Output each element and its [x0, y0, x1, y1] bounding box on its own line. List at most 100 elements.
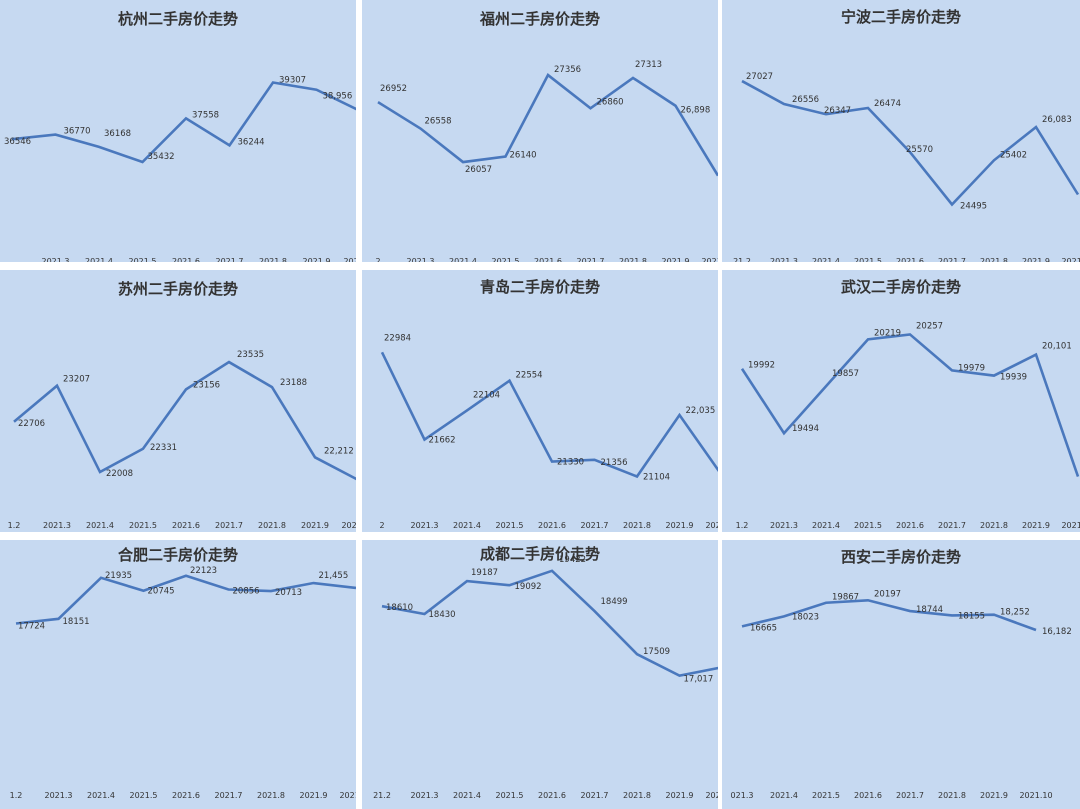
x-tick-label: 2021.6 — [854, 791, 882, 800]
x-tick-label: 2021.7 — [581, 521, 609, 530]
x-tick-label: 2021.4 — [453, 791, 481, 800]
x-tick-label: 2021.4 — [86, 521, 114, 530]
x-tick-label: 2021.4 — [87, 791, 115, 800]
line-chart-5: 青岛二手房价走势 22984 21662 22104 22554 21330 21356 21… — [379, 278, 718, 530]
x-tick-label: 2021.8 — [259, 257, 287, 262]
x-tick-label: 2021.4 — [449, 257, 477, 262]
x-tick-label: 2021.6 — [538, 791, 566, 800]
data-label: 20745 — [148, 587, 175, 597]
data-label: 23207 — [63, 375, 90, 385]
series-line — [741, 79, 1080, 207]
line-chart-4: 苏州二手房价走势 22706 23207 22008 22331 23156 23535 23… — [8, 280, 356, 530]
data-label: 17724 — [18, 621, 45, 631]
chart-panel-7: 合肥二手房价走势 17724 18151 21935 20745 22123 20856 20… — [0, 540, 356, 809]
x-tick-label: 1.2 — [736, 521, 749, 530]
series-line — [13, 360, 356, 481]
data-label: 19979 — [958, 363, 985, 373]
chart-title: 杭州二手房价走势 — [118, 10, 238, 28]
data-label: 24495 — [960, 201, 987, 211]
data-label: 18023 — [792, 612, 819, 622]
x-tick-label: 2021.7 — [938, 521, 966, 530]
data-label: 25402 — [1000, 150, 1027, 160]
x-tick-label: 2021.7 — [215, 791, 243, 800]
x-tick-label: 2021.3 — [42, 257, 70, 262]
data-label: 21,455 — [319, 571, 349, 581]
x-tick-label: 2021.5 — [130, 791, 158, 800]
data-label: 17,017 — [684, 675, 714, 685]
data-label: 22331 — [150, 443, 177, 453]
x-tick-label: 2021.9 — [980, 791, 1008, 800]
x-tick-label: 2021.3 — [411, 791, 439, 800]
x-tick-label: 2021.5 — [812, 791, 840, 800]
x-tick-label: 2021.6 — [896, 521, 924, 530]
data-label: 26057 — [465, 165, 492, 175]
data-label: 26474 — [874, 99, 901, 109]
x-tick-label: 2021.10 — [705, 521, 718, 530]
data-label: 22,212 — [324, 446, 354, 456]
x-tick-label: 2021.6 — [172, 257, 200, 262]
x-tick-label: 2021.7 — [896, 791, 924, 800]
x-tick-label: 2021.8 — [619, 257, 647, 262]
x-tick-label: 2021.4 — [453, 521, 481, 530]
x-tick-label: 2021.9 — [666, 791, 694, 800]
data-label: 27313 — [635, 60, 662, 70]
data-label: 22984 — [384, 333, 411, 343]
x-tick-label: 2021.5 — [854, 521, 882, 530]
chart-panel-1: 杭州二手房价走势 36546 36770 36168 35432 37558 36244 39… — [0, 0, 356, 262]
x-tick-label: 2021.4 — [770, 791, 798, 800]
x-tick-label: 2021.3 — [43, 521, 71, 530]
data-label: 26,898 — [681, 106, 711, 116]
x-tick-label: 2021.10 — [1061, 521, 1080, 530]
line-chart-8: 成都二手房价走势 18610 18430 19187 19092 19422 18499 17… — [373, 545, 718, 800]
x-tick-label: 2021.5 — [854, 257, 882, 262]
x-tick-label: 2021.4 — [812, 257, 840, 262]
x-tick-label: 2021.9 — [301, 521, 329, 530]
x-tick-label: 2021.9 — [300, 791, 328, 800]
x-tick-label: 2021.5 — [496, 791, 524, 800]
chart-title: 青岛二手房价走势 — [480, 278, 600, 296]
data-label: 20257 — [916, 321, 943, 331]
chart-panel-9: 西安二手房价走势 16665 18023 19867 20197 18744 18155 18… — [722, 540, 1080, 809]
data-label: 19187 — [471, 568, 498, 578]
chart-title: 宁波二手房价走势 — [841, 8, 961, 26]
data-label: 38,956 — [323, 92, 353, 102]
x-tick-label: 2021.5 — [129, 257, 157, 262]
chart-panel-6: 武汉二手房价走势 19992 19494 19857 20219 20257 19979 19… — [722, 270, 1080, 532]
chart-title: 西安二手房价走势 — [841, 548, 961, 566]
data-label: 19857 — [832, 369, 859, 379]
chart-panel-8: 成都二手房价走势 18610 18430 19187 19092 19422 18499 17… — [362, 540, 718, 809]
data-label: 26,083 — [1042, 115, 1072, 125]
x-tick-label: 2021.8 — [258, 521, 286, 530]
chart-panel-2: 福州二手房价走势 26952 26558 26057 26140 27356 26860 27… — [362, 0, 718, 262]
x-tick-label: 2021.5 — [496, 521, 524, 530]
x-tick-label: 2021.4 — [85, 257, 113, 262]
x-tick-label: 2021.10 — [1061, 257, 1080, 262]
chart-panel-5: 青岛二手房价走势 22984 21662 22104 22554 21330 21356 21… — [362, 270, 718, 532]
data-label: 26952 — [380, 84, 407, 94]
x-tick-label: 2021.4 — [812, 521, 840, 530]
x-tick-label: 2021.5 — [129, 521, 157, 530]
x-tick-label: 2 — [379, 521, 384, 530]
x-tick-label: 2021.3 — [411, 521, 439, 530]
chart-title: 福州二手房价走势 — [479, 10, 600, 28]
x-tick-label: 2021.7 — [577, 257, 605, 262]
x-tick-label: 2021.3 — [407, 257, 435, 262]
data-label: 16,182 — [1042, 627, 1072, 637]
data-label: 37558 — [192, 110, 219, 120]
x-tick-label: 2021.7 — [581, 791, 609, 800]
data-label: 19992 — [748, 361, 775, 371]
series-line — [15, 574, 356, 625]
chart-panel-4: 苏州二手房价走势 22706 23207 22008 22331 23156 23535 23… — [0, 270, 356, 532]
data-label: 27356 — [554, 65, 581, 75]
data-label: 21104 — [643, 472, 670, 482]
data-label: 19494 — [792, 424, 819, 434]
chart-title: 成都二手房价走势 — [480, 545, 600, 563]
data-label: 18151 — [63, 617, 90, 627]
data-label: 21356 — [601, 458, 628, 468]
data-label: 18610 — [386, 603, 413, 613]
data-label: 26558 — [425, 117, 452, 127]
data-label: 18430 — [429, 610, 456, 620]
data-label: 26860 — [597, 97, 624, 107]
data-label: 36770 — [64, 127, 91, 137]
